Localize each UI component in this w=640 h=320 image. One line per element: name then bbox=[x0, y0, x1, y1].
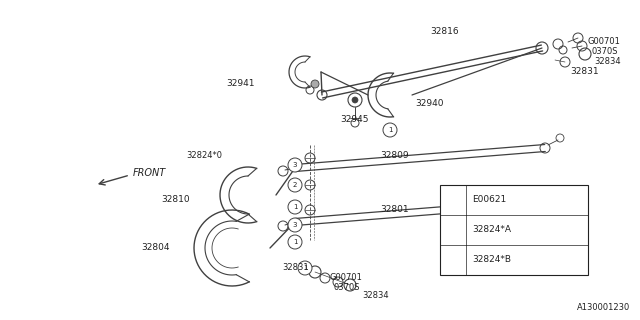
Text: 1: 1 bbox=[292, 239, 297, 245]
Circle shape bbox=[311, 80, 319, 88]
Circle shape bbox=[288, 218, 302, 232]
Text: 32804: 32804 bbox=[141, 244, 170, 252]
Text: 1: 1 bbox=[388, 127, 392, 133]
Circle shape bbox=[383, 123, 397, 137]
Circle shape bbox=[298, 261, 312, 275]
Text: 0370S: 0370S bbox=[592, 47, 618, 57]
Text: 32945: 32945 bbox=[340, 116, 369, 124]
Text: 32824*A: 32824*A bbox=[472, 226, 511, 235]
Text: 32824*B: 32824*B bbox=[472, 255, 511, 265]
Circle shape bbox=[288, 158, 302, 172]
Text: 32809: 32809 bbox=[380, 150, 408, 159]
Circle shape bbox=[288, 200, 302, 214]
Text: 32834: 32834 bbox=[594, 58, 621, 67]
Circle shape bbox=[446, 224, 458, 236]
Text: A130001230: A130001230 bbox=[577, 303, 630, 313]
Text: 32801: 32801 bbox=[380, 205, 408, 214]
Text: 32941: 32941 bbox=[227, 79, 255, 89]
Circle shape bbox=[288, 178, 302, 192]
Text: 3: 3 bbox=[450, 257, 454, 263]
Circle shape bbox=[446, 194, 458, 206]
Circle shape bbox=[288, 235, 302, 249]
Text: 32816: 32816 bbox=[430, 28, 459, 36]
Text: 3: 3 bbox=[292, 162, 297, 168]
Text: E00621: E00621 bbox=[472, 196, 506, 204]
Text: 32831: 32831 bbox=[282, 263, 308, 273]
Text: 32834: 32834 bbox=[362, 291, 388, 300]
Circle shape bbox=[352, 97, 358, 103]
Text: 2: 2 bbox=[450, 227, 454, 233]
Text: 3: 3 bbox=[292, 222, 297, 228]
Text: 2: 2 bbox=[293, 182, 297, 188]
Text: G00701: G00701 bbox=[330, 274, 363, 283]
Circle shape bbox=[446, 254, 458, 266]
Text: 1: 1 bbox=[450, 197, 454, 203]
Text: 0370S: 0370S bbox=[334, 284, 360, 292]
Text: 1: 1 bbox=[292, 204, 297, 210]
Text: 32810: 32810 bbox=[161, 196, 190, 204]
Bar bbox=[440, 185, 588, 275]
Text: FRONT: FRONT bbox=[133, 168, 166, 178]
Text: 1: 1 bbox=[303, 265, 307, 271]
Text: 32824*0: 32824*0 bbox=[186, 150, 222, 159]
Text: 32831: 32831 bbox=[570, 68, 598, 76]
Text: G00701: G00701 bbox=[588, 37, 621, 46]
Text: 32940: 32940 bbox=[415, 100, 444, 108]
